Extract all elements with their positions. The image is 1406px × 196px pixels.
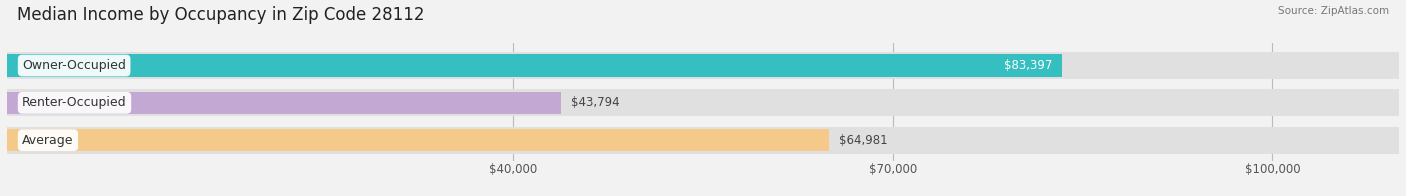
Text: Renter-Occupied: Renter-Occupied [22,96,127,109]
Text: $83,397: $83,397 [1004,59,1052,72]
Bar [7,52,1399,79]
Text: Median Income by Occupancy in Zip Code 28112: Median Income by Occupancy in Zip Code 2… [17,6,425,24]
Text: Owner-Occupied: Owner-Occupied [22,59,127,72]
Bar [7,89,1399,116]
Bar [7,92,561,114]
Text: $43,794: $43,794 [571,96,620,109]
Text: Average: Average [22,134,73,147]
Bar [7,127,1399,154]
Bar [7,54,1063,77]
Text: Source: ZipAtlas.com: Source: ZipAtlas.com [1278,6,1389,16]
Text: $64,981: $64,981 [839,134,889,147]
Bar [7,129,830,151]
